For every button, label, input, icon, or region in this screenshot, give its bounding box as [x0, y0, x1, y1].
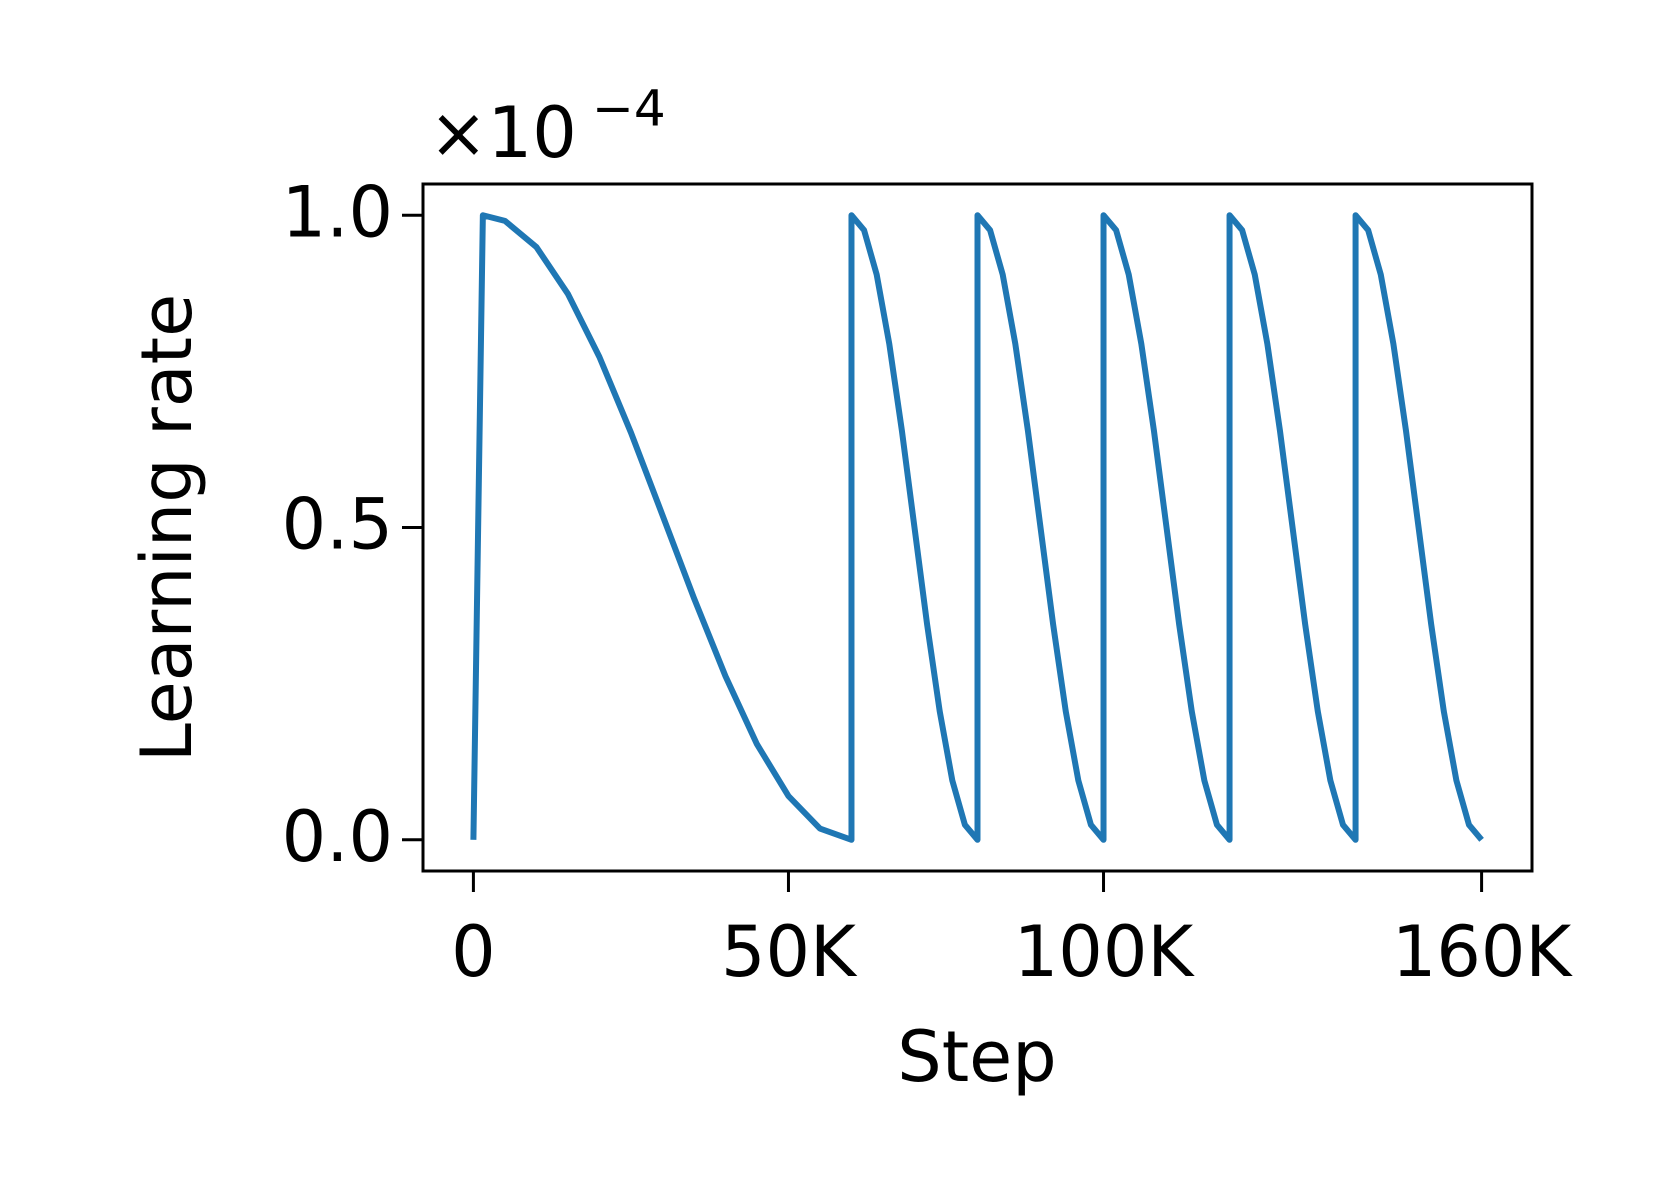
plot-frame [421, 182, 1534, 873]
x-axis-label: Step [897, 1016, 1056, 1098]
y-offset-exponent: −4 [592, 80, 666, 138]
y-offset-base: ×10 [429, 92, 577, 174]
y-axis-label: Learning rate [126, 294, 208, 762]
line-series [470, 212, 1484, 843]
y-tick-label: 0.5 [282, 484, 393, 566]
x-tick-label: 100K [1014, 911, 1196, 993]
y-tick-label: 0.0 [282, 796, 393, 878]
x-tick-label: 0 [451, 911, 496, 993]
y-tick-label: 1.0 [282, 171, 393, 253]
x-tick-label: 50K [721, 911, 858, 993]
x-tick-label: 160K [1392, 911, 1574, 993]
